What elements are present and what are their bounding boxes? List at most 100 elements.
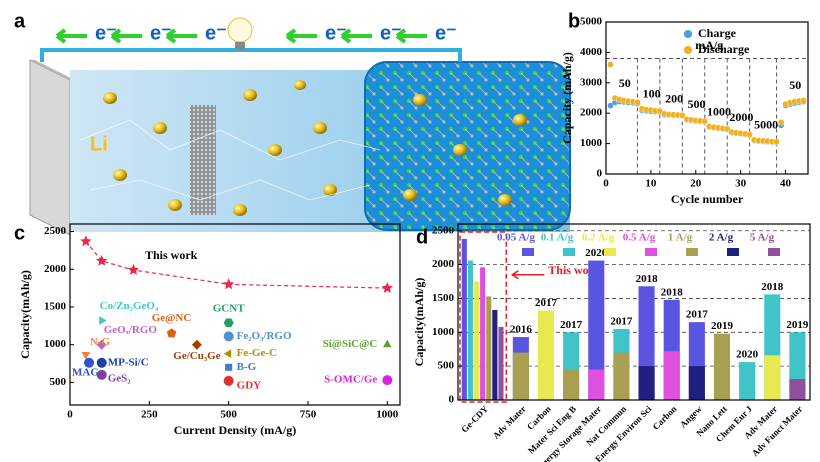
bar xyxy=(613,352,630,400)
point xyxy=(96,339,107,350)
bar xyxy=(588,369,605,400)
point-label: Ge/Cu₃Ge xyxy=(173,350,220,362)
legend-swatch xyxy=(604,248,616,256)
electron-label: e⁻ xyxy=(380,22,402,44)
plot-frame xyxy=(605,21,809,175)
highlight-arrow xyxy=(510,270,545,280)
bar xyxy=(764,355,781,400)
y-tick-label: 1000 xyxy=(580,137,603,149)
arrow xyxy=(55,28,87,44)
anode-slab xyxy=(29,59,71,236)
point xyxy=(96,255,108,266)
arrow xyxy=(285,28,317,44)
x-tick-label: Adv Mater xyxy=(491,404,528,441)
bar xyxy=(638,366,655,400)
x-tick-label: 0 xyxy=(603,178,609,190)
data-point xyxy=(724,125,731,133)
bar xyxy=(461,238,467,400)
point xyxy=(381,282,393,293)
legend-marker xyxy=(684,30,692,38)
year-label: 2020 xyxy=(736,349,759,361)
y-tick-label: 3000 xyxy=(580,76,603,88)
point xyxy=(166,328,177,338)
x-tick-label: Ge-CDY xyxy=(459,403,490,434)
bulb-base xyxy=(235,42,245,50)
point xyxy=(223,375,234,386)
bar xyxy=(467,260,473,400)
data-point xyxy=(777,119,785,126)
legend-label: 2 A/g xyxy=(709,232,734,244)
y-tick-label: 5000 xyxy=(580,16,603,28)
y-tick-label: 2000 xyxy=(44,263,67,275)
bar xyxy=(486,296,492,400)
y-tick-label: 1500 xyxy=(432,292,455,304)
year-label: 2020 xyxy=(585,247,608,259)
data-point xyxy=(701,117,708,125)
x-tick-label: 750 xyxy=(300,409,317,421)
legend-swatch xyxy=(645,248,657,256)
point-label: GCNT xyxy=(213,302,245,314)
year-label: 2017 xyxy=(686,309,709,321)
bar xyxy=(498,326,504,400)
x-tick-label: 10 xyxy=(645,178,657,190)
cathode-lattice xyxy=(364,61,571,231)
plot-frame xyxy=(457,223,811,401)
y-tick-label: 2000 xyxy=(580,107,603,119)
x-axis-title: Cycle number xyxy=(671,192,744,206)
bar xyxy=(563,369,580,400)
point xyxy=(96,357,107,368)
point-label: GeOₓ/RGO xyxy=(104,324,158,336)
panel-a: a Li e⁻ e⁻ e⁻ e⁻ e⁻ e⁻ xyxy=(14,10,571,236)
point-label: Ge@NC xyxy=(152,312,192,324)
x-tick-label: 500 xyxy=(220,409,237,421)
y-tick-label: 4000 xyxy=(580,46,603,58)
electron-label: e⁻ xyxy=(325,22,347,44)
y-tick-label: 0 xyxy=(449,394,455,406)
bar xyxy=(480,267,486,400)
x-tick-label: Carbon xyxy=(651,404,679,432)
legend-swatch xyxy=(686,248,698,256)
y-axis-title: Capacity (mAh/g) xyxy=(560,52,574,144)
y-tick-label: 2500 xyxy=(432,224,455,236)
point-label: Co/Zn₂GeO₄ xyxy=(100,300,159,312)
y-tick-label: 1000 xyxy=(44,338,67,350)
panel-letter: b xyxy=(568,10,580,32)
arrow xyxy=(110,28,142,44)
arrow xyxy=(395,28,427,44)
rate-label: 2000 xyxy=(729,110,753,124)
highlight-box xyxy=(459,231,508,403)
x-tick-label: 30 xyxy=(735,178,747,190)
legend-label: 1 A/g xyxy=(668,232,693,244)
point-label: B-G xyxy=(237,361,257,373)
arrow xyxy=(165,28,197,44)
point xyxy=(223,318,234,328)
legend-label: 5 A/g xyxy=(750,232,775,244)
y-tick-label: 500 xyxy=(50,376,67,388)
point xyxy=(222,278,235,290)
electron-arrows: e⁻ e⁻ e⁻ e⁻ e⁻ e⁻ xyxy=(55,22,457,44)
point xyxy=(223,331,234,342)
rate-label: 50 xyxy=(619,76,631,90)
x-tick-label: 0 xyxy=(67,409,73,421)
highlight-label: This work xyxy=(548,263,601,277)
y-tick-label: 0 xyxy=(597,168,603,180)
arrow xyxy=(340,28,372,44)
bar xyxy=(663,351,680,400)
legend-label: Discharge xyxy=(698,42,750,56)
y-tick-label: 2500 xyxy=(44,225,67,237)
electron-label: e⁻ xyxy=(435,22,457,44)
plot-frame xyxy=(69,223,401,406)
bar xyxy=(537,310,555,400)
year-label: 2017 xyxy=(535,297,558,309)
bar xyxy=(512,352,529,400)
rate-label: 1000 xyxy=(707,104,731,118)
point xyxy=(225,363,233,371)
point xyxy=(80,235,92,247)
data-point xyxy=(634,99,641,106)
rate-label: 50 xyxy=(789,78,801,92)
point xyxy=(383,339,392,348)
separator xyxy=(190,105,216,215)
point xyxy=(382,375,393,386)
this-work-label: This work xyxy=(145,248,198,262)
